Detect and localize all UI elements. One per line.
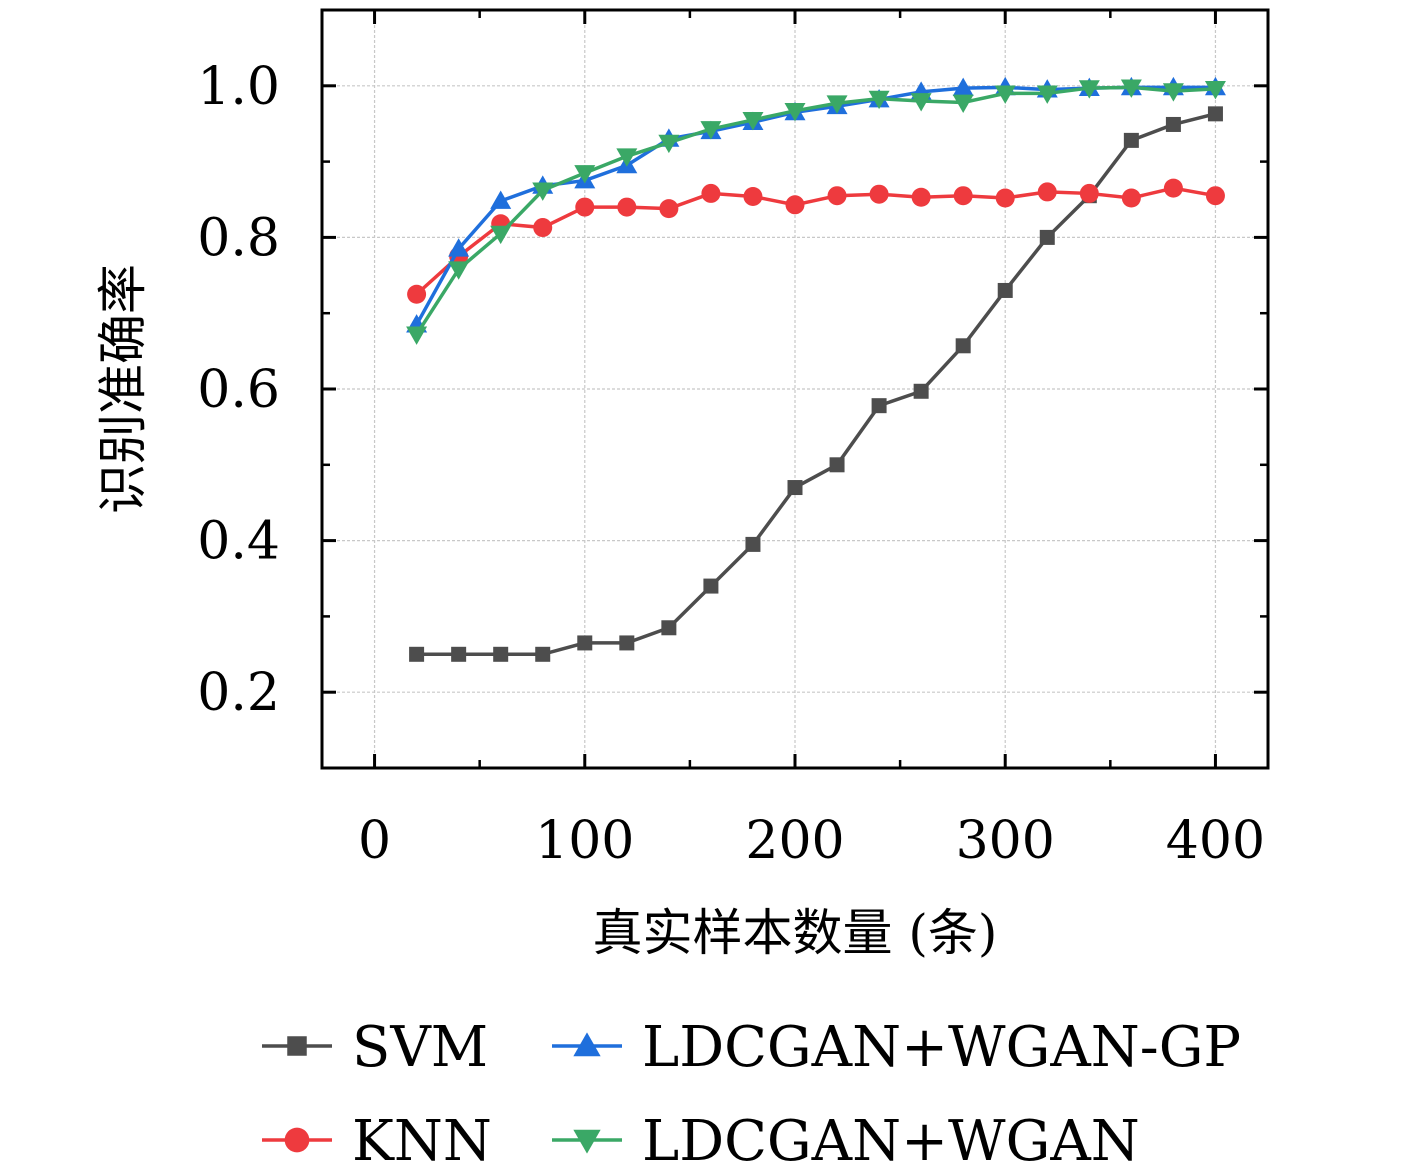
data-point-ldcgan-wgan bbox=[1036, 85, 1058, 104]
data-point-knn bbox=[1205, 186, 1225, 206]
data-point-ldcgan-wgan bbox=[994, 85, 1016, 104]
y-tick-label-1.0: 1.0 bbox=[197, 57, 280, 117]
tick-labels: 0 100 200 300 400 0.2 0.4 0.6 0.8 1.0 bbox=[197, 57, 1265, 871]
data-point-knn bbox=[785, 195, 805, 215]
data-point-ldcgan-wgan bbox=[910, 93, 932, 112]
legend-item-svm: SVM bbox=[262, 1015, 488, 1080]
data-point-svm bbox=[787, 480, 803, 496]
data-point-svm bbox=[829, 457, 845, 473]
series-lines bbox=[406, 76, 1226, 662]
data-point-ldcgan-wgan bbox=[574, 165, 596, 184]
data-point-knn bbox=[1037, 182, 1057, 202]
data-point-ldcgan-wgan bbox=[616, 148, 638, 167]
legend-marker-ldcgan-wgan-gp bbox=[573, 1032, 601, 1057]
x-tick-label-400: 400 bbox=[1166, 811, 1265, 871]
series-svm bbox=[409, 106, 1223, 662]
data-point-ldcgan-wgan bbox=[700, 121, 722, 140]
series-ldcgan-wgan bbox=[406, 79, 1226, 345]
x-tick-label-200: 200 bbox=[745, 811, 844, 871]
data-point-ldcgan-wgan bbox=[658, 134, 680, 154]
legend-marker-svm bbox=[287, 1036, 307, 1056]
data-point-svm bbox=[1165, 116, 1181, 132]
data-point-ldcgan-wgan bbox=[1162, 83, 1184, 102]
data-point-ldcgan-wgan-gp bbox=[952, 77, 974, 96]
data-point-svm bbox=[661, 620, 677, 636]
data-point-ldcgan-wgan bbox=[1120, 79, 1142, 98]
data-point-svm bbox=[535, 646, 551, 662]
data-point-knn bbox=[407, 284, 427, 304]
data-point-knn bbox=[911, 187, 931, 207]
data-point-knn bbox=[533, 218, 553, 238]
legend-label-ldcgan-wgan-gp: LDCGAN+WGAN-GP bbox=[642, 1015, 1241, 1080]
data-point-knn bbox=[995, 188, 1015, 208]
data-point-ldcgan-wgan-gp bbox=[448, 238, 470, 257]
data-point-svm bbox=[1039, 229, 1055, 245]
data-point-knn bbox=[575, 197, 595, 217]
y-tick-label-0.2: 0.2 bbox=[197, 663, 280, 723]
data-point-svm bbox=[1123, 132, 1139, 148]
data-point-knn bbox=[1079, 183, 1099, 203]
series-knn bbox=[407, 178, 1225, 304]
legend-label-ldcgan-wgan: LDCGAN+WGAN bbox=[642, 1109, 1140, 1174]
data-point-ldcgan-wgan-gp bbox=[490, 190, 512, 209]
series-line-ldcgan-wgan bbox=[415, 85, 1216, 336]
data-point-knn bbox=[743, 186, 763, 206]
data-point-svm bbox=[871, 398, 887, 414]
data-point-knn bbox=[827, 186, 847, 206]
data-point-knn bbox=[1163, 178, 1183, 198]
x-tick-label-300: 300 bbox=[956, 811, 1055, 871]
axes bbox=[320, 8, 1270, 770]
data-point-knn bbox=[1121, 188, 1141, 208]
data-point-ldcgan-wgan bbox=[1204, 80, 1226, 100]
data-point-svm bbox=[745, 536, 761, 552]
data-point-svm bbox=[955, 338, 971, 354]
data-point-ldcgan-wgan bbox=[868, 90, 890, 110]
x-tick-label-0: 0 bbox=[358, 811, 391, 871]
legend-marker-knn bbox=[284, 1127, 310, 1153]
data-point-svm bbox=[577, 635, 593, 651]
y-axis-title: 识别准确率 bbox=[94, 264, 152, 514]
data-point-knn bbox=[701, 183, 721, 203]
series-line-ldcgan-wgan-gp bbox=[415, 85, 1216, 326]
data-point-ldcgan-wgan bbox=[784, 102, 806, 122]
data-point-svm bbox=[451, 646, 467, 662]
legend-item-ldcgan-wgan-gp: LDCGAN+WGAN-GP bbox=[552, 1015, 1241, 1080]
series-line-knn bbox=[415, 186, 1216, 296]
data-point-knn bbox=[659, 199, 679, 219]
data-point-svm bbox=[1207, 106, 1223, 122]
data-point-ldcgan-wgan bbox=[826, 95, 848, 114]
data-point-ldcgan-wgan bbox=[448, 261, 470, 280]
y-tick-label-0.6: 0.6 bbox=[197, 360, 280, 420]
legend-item-ldcgan-wgan: LDCGAN+WGAN bbox=[552, 1109, 1140, 1174]
data-point-svm bbox=[619, 635, 635, 651]
legend: SVM KNN LDCGAN+WGAN-GP LDCGAN+WGAN bbox=[262, 1015, 1241, 1174]
legend-item-knn: KNN bbox=[262, 1109, 492, 1174]
data-point-ldcgan-wgan bbox=[1078, 80, 1100, 99]
data-point-svm bbox=[409, 646, 425, 662]
data-point-knn bbox=[617, 197, 637, 217]
data-point-knn bbox=[869, 184, 889, 204]
x-tick-label-100: 100 bbox=[535, 811, 634, 871]
data-point-ldcgan-wgan bbox=[406, 326, 428, 345]
data-point-svm bbox=[913, 383, 929, 399]
data-point-svm bbox=[703, 578, 719, 594]
legend-marker-ldcgan-wgan bbox=[573, 1129, 601, 1154]
legend-label-knn: KNN bbox=[352, 1109, 492, 1174]
y-tick-label-0.8: 0.8 bbox=[197, 208, 280, 268]
data-point-ldcgan-wgan bbox=[490, 225, 512, 245]
data-point-ldcgan-wgan bbox=[532, 182, 554, 201]
y-tick-label-0.4: 0.4 bbox=[197, 512, 280, 572]
data-point-svm bbox=[493, 646, 509, 662]
legend-label-svm: SVM bbox=[352, 1015, 488, 1080]
data-point-knn bbox=[953, 186, 973, 206]
data-point-ldcgan-wgan bbox=[742, 112, 764, 131]
data-point-svm bbox=[997, 282, 1013, 298]
data-point-ldcgan-wgan bbox=[952, 94, 974, 113]
x-axis-title: 真实样本数量 (条) bbox=[593, 904, 998, 962]
